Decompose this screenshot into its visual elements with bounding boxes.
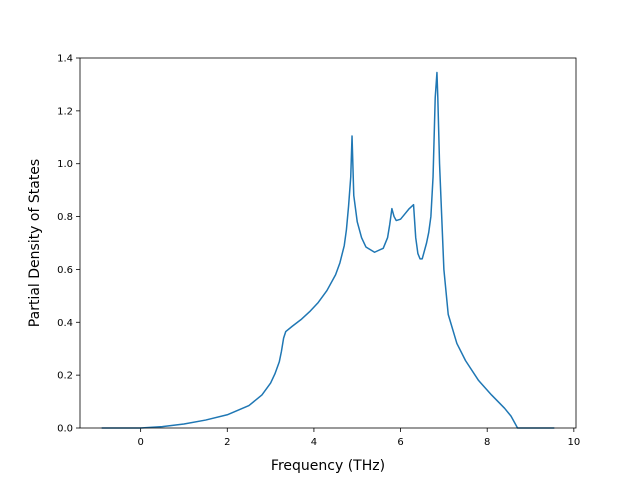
y-tick-label: 0.8 [57, 212, 73, 223]
y-tick-label: 0.0 [57, 424, 73, 435]
y-tick-label: 1.0 [57, 159, 73, 170]
y-tick-label: 0.6 [57, 265, 73, 276]
y-tick-label: 0.4 [57, 318, 73, 329]
x-tick-label: 2 [224, 437, 230, 448]
x-axis-label: Frequency (THz) [271, 458, 385, 474]
x-tick-label: 4 [311, 437, 317, 448]
y-tick-label: 0.2 [57, 371, 73, 382]
x-tick-label: 0 [137, 437, 143, 448]
y-tick-label: 1.4 [57, 54, 73, 65]
y-axis-ticks: 0.0 0.2 0.4 0.6 0.8 1.0 1.2 1.4 [57, 54, 80, 435]
x-tick-label: 10 [567, 437, 580, 448]
y-axis-label: Partial Density of States [27, 159, 43, 327]
x-tick-label: 6 [397, 437, 403, 448]
y-tick-label: 1.2 [57, 106, 73, 117]
x-tick-label: 8 [484, 437, 490, 448]
x-axis-ticks: 0 2 4 6 8 10 [137, 428, 580, 448]
plot-area [80, 58, 576, 428]
plot-frame [79, 57, 577, 429]
series-line [101, 71, 555, 429]
